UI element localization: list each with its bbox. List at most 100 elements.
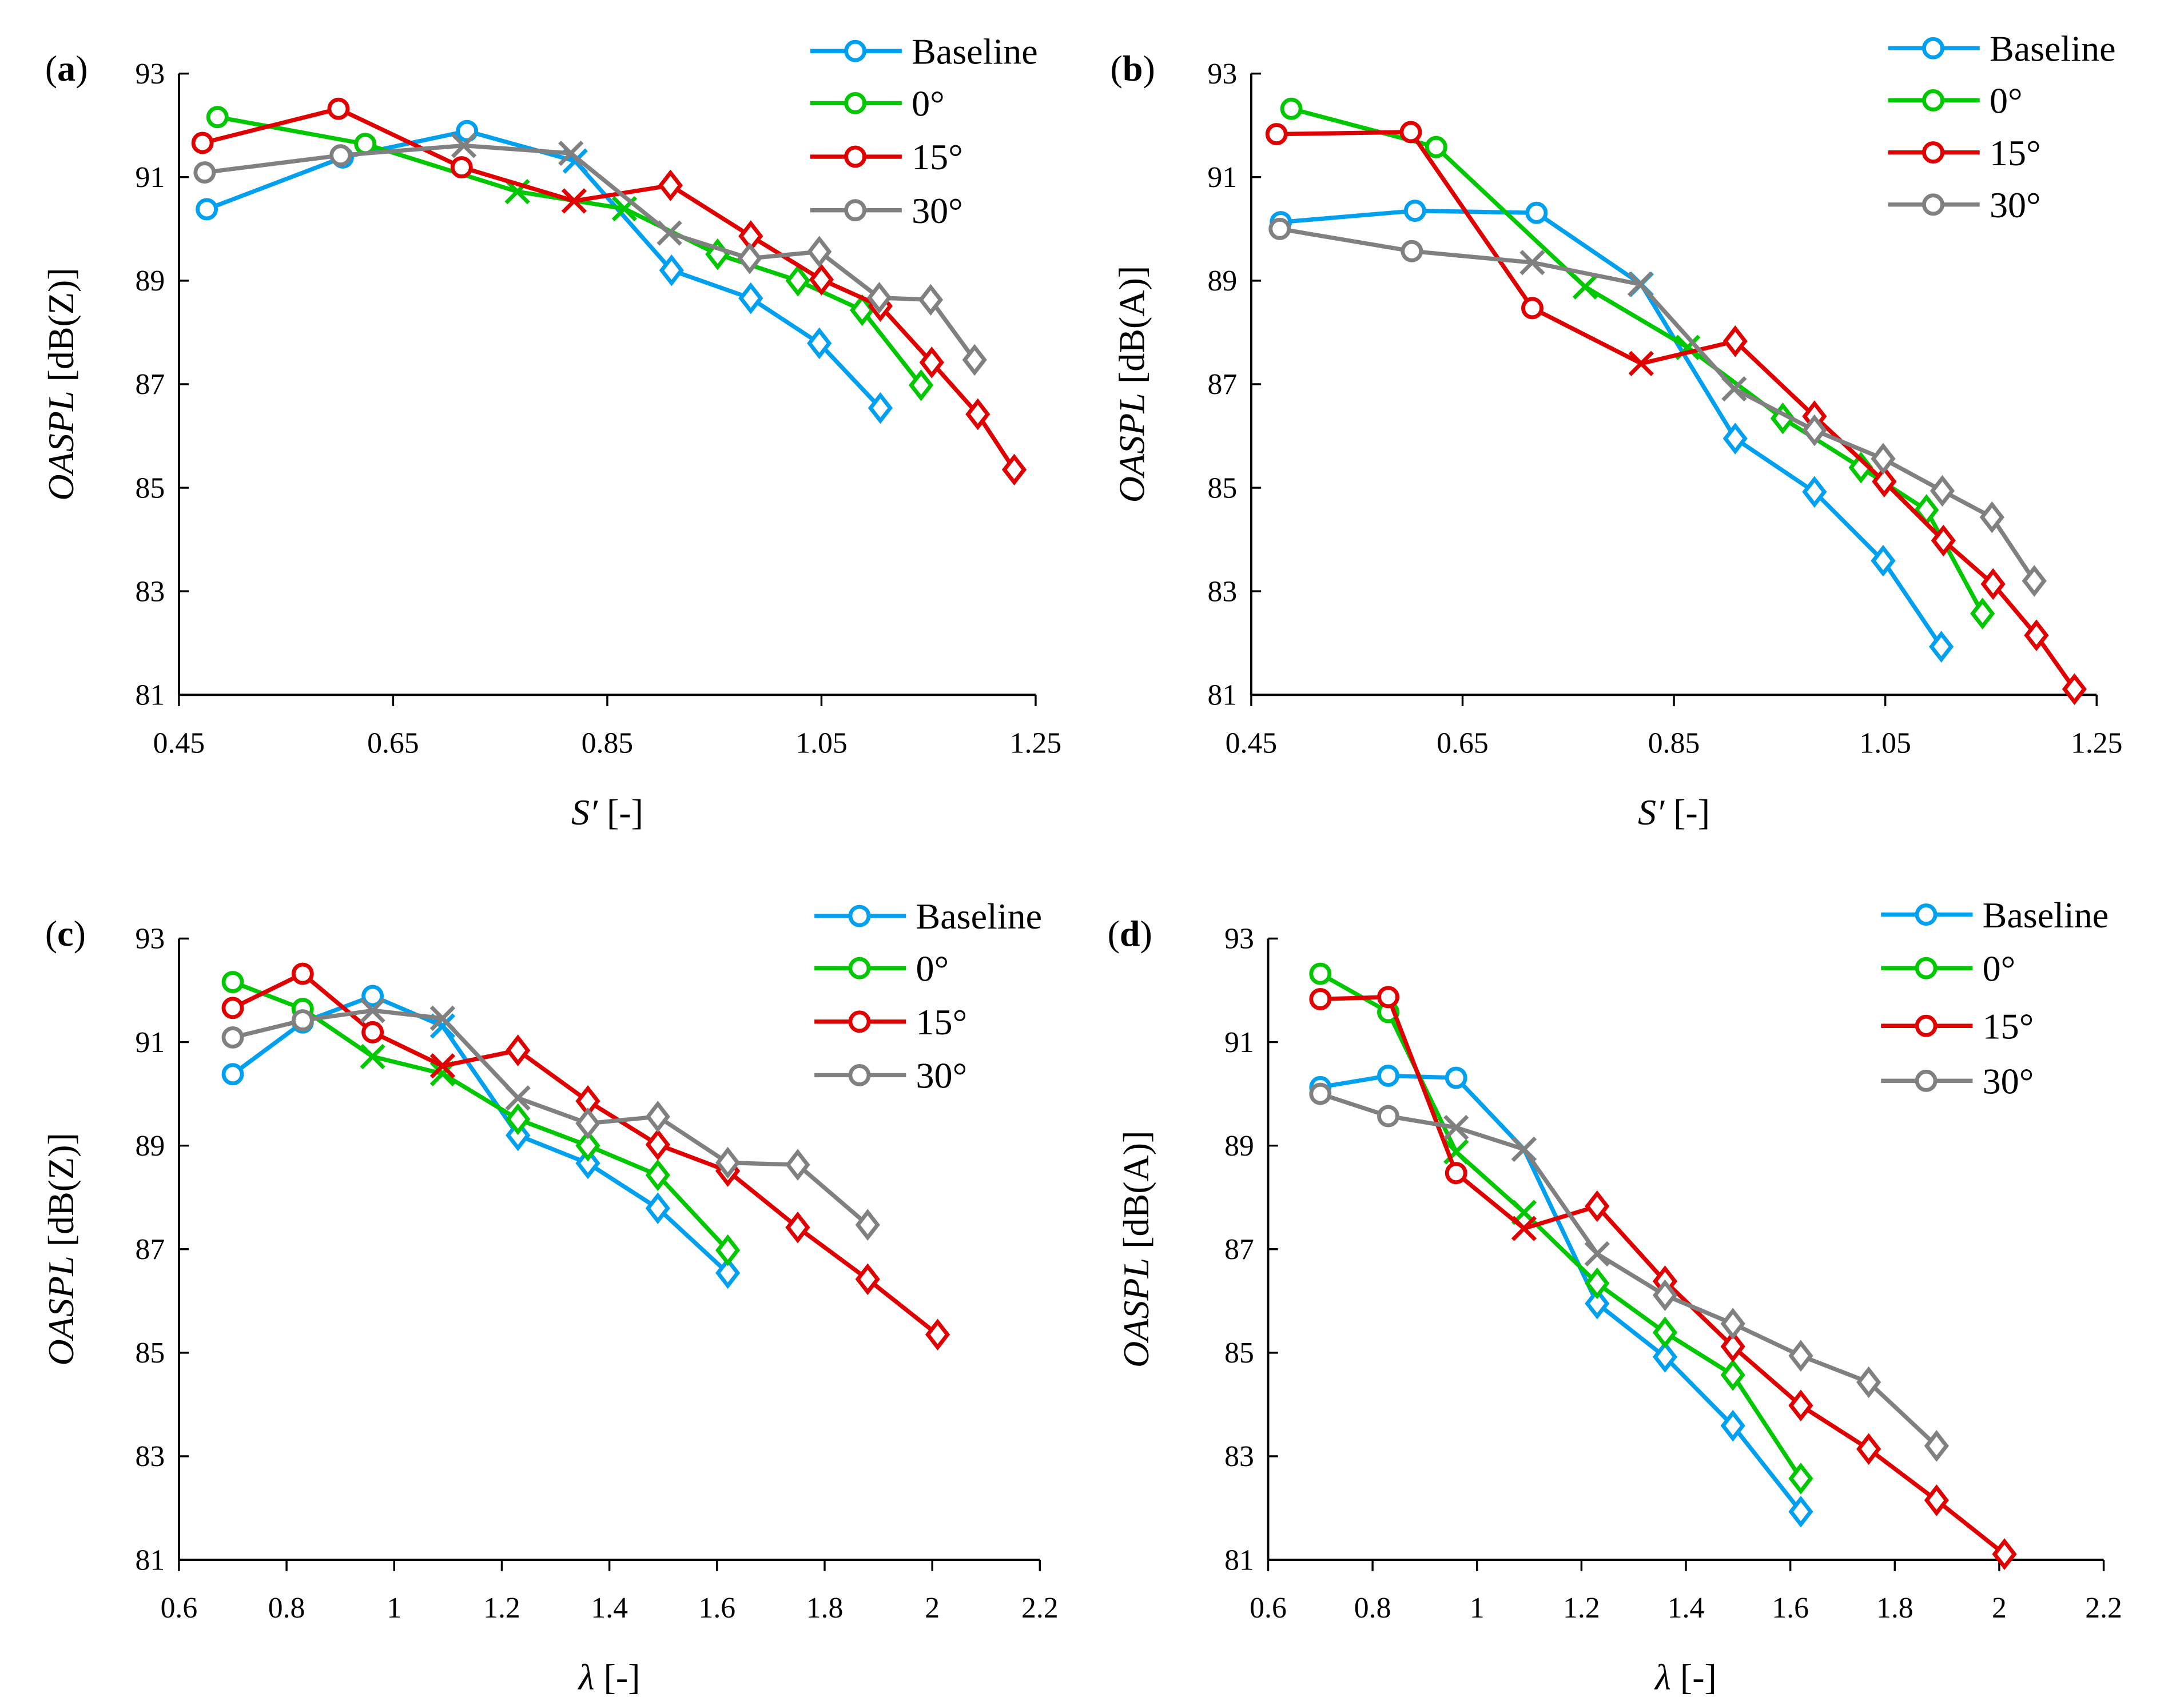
data-point-cross [429, 1053, 456, 1079]
data-point-diamond [1585, 1267, 1610, 1300]
data-point-cross [1443, 1114, 1469, 1141]
data-point-diamond [918, 284, 944, 316]
x-tick-label: 0.65 [367, 727, 419, 759]
y-tick-label: 91 [1224, 1026, 1254, 1059]
data-point-diamond [506, 1034, 531, 1066]
data-point-circle [1399, 121, 1422, 144]
data-point-circle [291, 1009, 314, 1032]
series-30deg [1309, 1082, 1949, 1462]
data-point-diamond [737, 242, 762, 274]
y-axis-label: OASPL [dB(A)] [1116, 1131, 1156, 1368]
y-tick-label: 87 [1208, 368, 1238, 401]
legend-label: 15° [912, 137, 963, 177]
data-point-cross [1511, 1216, 1537, 1241]
data-point-circle [361, 985, 384, 1007]
series-30deg [1268, 217, 2047, 597]
data-point-diamond [1928, 631, 1954, 663]
data-point-diamond [715, 1146, 741, 1179]
data-point-diamond [738, 282, 763, 314]
data-point-diamond [645, 1192, 670, 1225]
legend-marker [1922, 141, 1944, 164]
data-point-diamond [575, 1107, 600, 1140]
series-baseline [1270, 200, 1954, 663]
series-line [1291, 106, 1984, 615]
panel-label: (c) [45, 913, 86, 954]
data-point-diamond [715, 1234, 741, 1266]
data-point-circle [1309, 1082, 1332, 1105]
x-tick-label: 2 [925, 1592, 940, 1624]
panel-label-letter: d [1120, 913, 1140, 954]
data-point-diamond [965, 398, 990, 431]
data-point-diamond [1856, 1366, 1881, 1399]
x-tick-label: 1.05 [795, 727, 848, 759]
data-point-diamond [1585, 1288, 1610, 1320]
panel-label-paren: ) [1140, 913, 1152, 954]
y-axis-label-unit: [dB(Z)] [41, 1133, 81, 1256]
y-tick-label: 93 [1208, 58, 1238, 90]
y-tick-label: 93 [1224, 923, 1254, 955]
data-point-cross [561, 188, 587, 214]
data-point-cross [1721, 376, 1747, 402]
legend-marker [1915, 957, 1938, 979]
x-axis-label-var: S′ [1638, 792, 1665, 832]
legend-label: 30° [912, 190, 963, 231]
legend: Baseline 0° 15° 30° [814, 896, 1042, 1096]
panel-label-letter: a [57, 48, 75, 89]
data-point-diamond [919, 346, 944, 379]
data-point-circle [206, 106, 229, 129]
y-tick-label: 85 [136, 1337, 165, 1369]
data-point-circle [221, 971, 244, 994]
y-tick-label: 91 [136, 161, 165, 194]
y-tick-label: 81 [1208, 679, 1238, 711]
y-tick-label: 85 [1208, 472, 1238, 504]
x-axis-label-unit: [-] [1671, 1657, 1717, 1698]
x-tick-label: 2.2 [2085, 1592, 2122, 1624]
data-point-diamond [715, 1257, 741, 1289]
series-30deg [221, 998, 880, 1241]
legend-marker [848, 957, 871, 979]
y-tick-label: 81 [136, 679, 165, 711]
data-point-circle [354, 133, 377, 156]
x-tick-label: 1.8 [1876, 1592, 1914, 1624]
series-line [206, 129, 882, 410]
legend-label: 30° [916, 1055, 968, 1096]
x-tick-label: 1.6 [1772, 1592, 1809, 1624]
data-point-diamond [1652, 1341, 1678, 1373]
x-tick-label: 1 [1470, 1592, 1485, 1624]
y-tick-label: 87 [136, 368, 165, 401]
series-30deg [193, 133, 987, 376]
x-axis-label: λ [-] [1654, 1657, 1717, 1698]
data-point-diamond [645, 1159, 670, 1192]
data-point-diamond [1788, 1496, 1813, 1528]
x-axis-label: λ [-] [578, 1657, 641, 1698]
y-tick-label: 91 [1208, 161, 1238, 194]
x-axis-label-var: λ [1654, 1657, 1671, 1698]
data-point-diamond [1788, 1463, 1813, 1495]
data-point-diamond [785, 265, 810, 297]
legend-marker [844, 39, 867, 62]
panel-label-paren: ) [74, 913, 86, 954]
data-point-diamond [1924, 1430, 1949, 1462]
data-point-circle [193, 161, 216, 184]
y-tick-label: 87 [1224, 1233, 1254, 1266]
y-tick-label: 89 [1224, 1130, 1254, 1162]
x-tick-label: 1.4 [591, 1592, 628, 1624]
y-axis-label: OASPL [dB(Z)] [41, 268, 81, 500]
x-axis-label-unit: [-] [598, 792, 643, 832]
data-point-diamond [506, 1103, 531, 1136]
legend-marker [844, 145, 867, 168]
series-line [1319, 971, 1803, 1480]
panel-label-paren: ) [1143, 48, 1155, 89]
y-tick-label: 83 [136, 1440, 165, 1473]
x-tick-label: 1.25 [1010, 727, 1062, 759]
y-tick-label: 81 [136, 1544, 165, 1576]
y-tick-label: 83 [1208, 575, 1238, 608]
y-axis-label-var: OASPL [1112, 393, 1152, 503]
data-point-diamond [925, 1318, 950, 1351]
data-point-cross [360, 1043, 385, 1070]
series-line [1319, 1091, 1938, 1448]
x-tick-label: 1.4 [1668, 1592, 1705, 1624]
series-line [204, 143, 977, 361]
data-point-cross [1519, 250, 1545, 276]
series-baseline [1309, 1064, 1813, 1528]
